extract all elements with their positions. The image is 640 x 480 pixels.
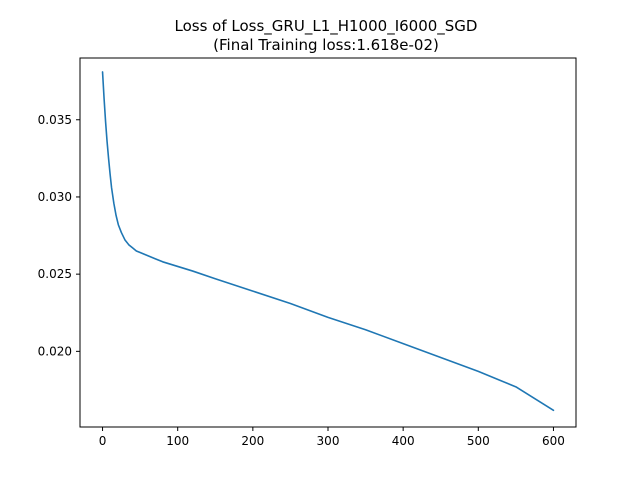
chart-subtitle: (Final Training loss:1.618e-02) xyxy=(213,36,439,54)
x-tick-label: 600 xyxy=(542,434,565,448)
x-tick-label: 100 xyxy=(166,434,189,448)
chart-title: Loss of Loss_GRU_L1_H1000_I6000_SGD xyxy=(175,17,478,36)
x-axis-ticks: 0 100 200 300 400 500 600 xyxy=(99,427,565,448)
x-tick-label: 400 xyxy=(392,434,415,448)
y-tick-label: 0.025 xyxy=(38,267,72,281)
x-tick-label: 200 xyxy=(241,434,264,448)
plot-frame xyxy=(79,57,577,428)
series-line-0 xyxy=(101,71,555,412)
y-axis-ticks: 0.020 0.025 0.030 0.035 xyxy=(38,113,80,358)
x-tick-label: 500 xyxy=(467,434,490,448)
x-tick-label: 300 xyxy=(317,434,340,448)
series-layer xyxy=(101,71,555,412)
y-tick-label: 0.020 xyxy=(38,344,72,358)
x-tick-label: 0 xyxy=(99,434,107,448)
y-tick-label: 0.030 xyxy=(38,190,72,204)
y-tick-label: 0.035 xyxy=(38,113,72,127)
